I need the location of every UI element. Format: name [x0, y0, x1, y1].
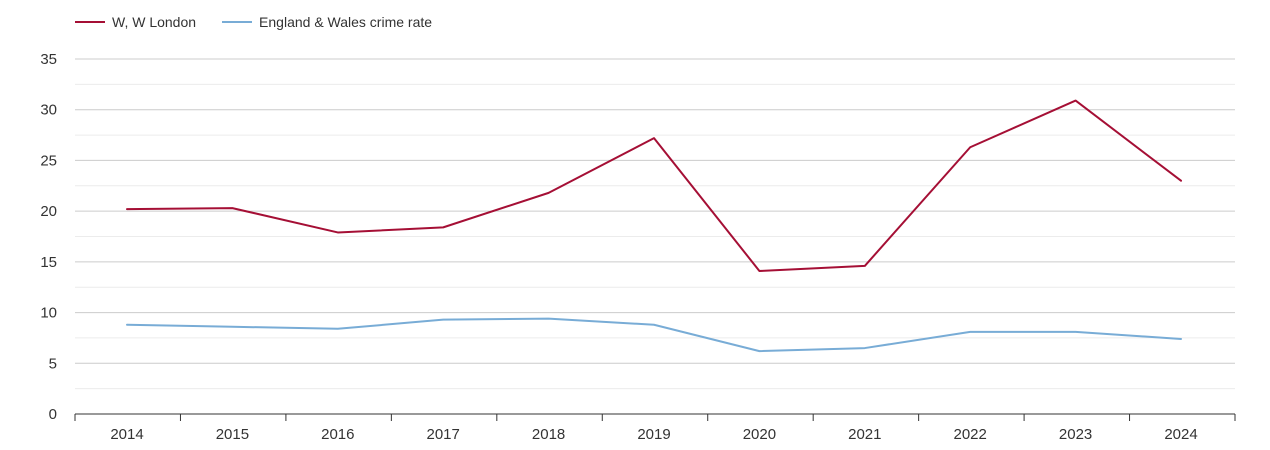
legend-item-w-london[interactable]: W, W London [75, 14, 196, 30]
data-point-series-0[interactable] [229, 205, 235, 211]
y-tick-label: 35 [40, 51, 57, 68]
data-point-series-1[interactable] [967, 329, 973, 335]
series-line-1[interactable] [126, 317, 1182, 353]
x-tick-label: 2016 [321, 426, 354, 443]
x-tick-label: 2023 [1059, 426, 1092, 443]
data-point-series-1[interactable] [124, 322, 130, 328]
series-lines [124, 98, 1184, 354]
y-tick-label: 0 [49, 406, 57, 423]
data-point-series-1[interactable] [335, 326, 341, 332]
data-point-series-0[interactable] [967, 144, 973, 150]
y-tick-label: 15 [40, 254, 57, 271]
series-line-0[interactable] [126, 99, 1182, 272]
x-tick-label: 2017 [427, 426, 460, 443]
data-point-series-1[interactable] [862, 345, 868, 351]
legend-label-w-london: W, W London [112, 14, 197, 30]
data-point-series-0[interactable] [862, 263, 868, 269]
x-tick-label: 2014 [110, 426, 143, 443]
data-point-series-1[interactable] [756, 348, 762, 354]
data-point-series-1[interactable] [546, 316, 552, 322]
legend-swatch-england-wales [222, 21, 253, 23]
data-point-series-1[interactable] [1178, 336, 1184, 342]
data-point-series-0[interactable] [440, 224, 446, 230]
data-point-series-0[interactable] [1178, 178, 1184, 184]
x-tick-label: 2024 [1164, 426, 1197, 443]
x-tick-label: 2020 [743, 426, 776, 443]
data-point-series-0[interactable] [124, 206, 130, 212]
legend-item-england-wales[interactable]: England & Wales crime rate [222, 14, 432, 30]
data-point-series-0[interactable] [651, 135, 657, 141]
x-tick-label: 2022 [954, 426, 987, 443]
data-point-series-1[interactable] [229, 324, 235, 330]
y-tick-label: 10 [40, 305, 57, 322]
x-tick-label: 2021 [848, 426, 881, 443]
data-point-series-0[interactable] [335, 229, 341, 235]
data-point-series-0[interactable] [756, 268, 762, 274]
gridlines [75, 58, 1235, 390]
data-point-series-1[interactable] [440, 317, 446, 323]
legend: W, W London England & Wales crime rate [75, 14, 458, 30]
y-tick-label: 30 [40, 102, 57, 119]
x-tick-label: 2019 [637, 426, 670, 443]
data-point-series-1[interactable] [1073, 329, 1079, 335]
legend-swatch-w-london [75, 21, 105, 23]
legend-label-england-wales: England & Wales crime rate [259, 14, 433, 30]
y-tick-label: 20 [40, 203, 57, 220]
data-point-series-0[interactable] [1073, 98, 1079, 104]
data-point-series-0[interactable] [546, 190, 552, 196]
y-tick-label: 5 [49, 355, 57, 372]
x-tick-label: 2018 [532, 426, 565, 443]
axes: 0 5 10 15 20 25 30 35 2014 2015 2016 2017 2018 2019 20… [40, 51, 1236, 443]
data-point-series-1[interactable] [651, 322, 657, 328]
x-tick-label: 2015 [216, 426, 249, 443]
y-tick-label: 25 [40, 152, 57, 169]
